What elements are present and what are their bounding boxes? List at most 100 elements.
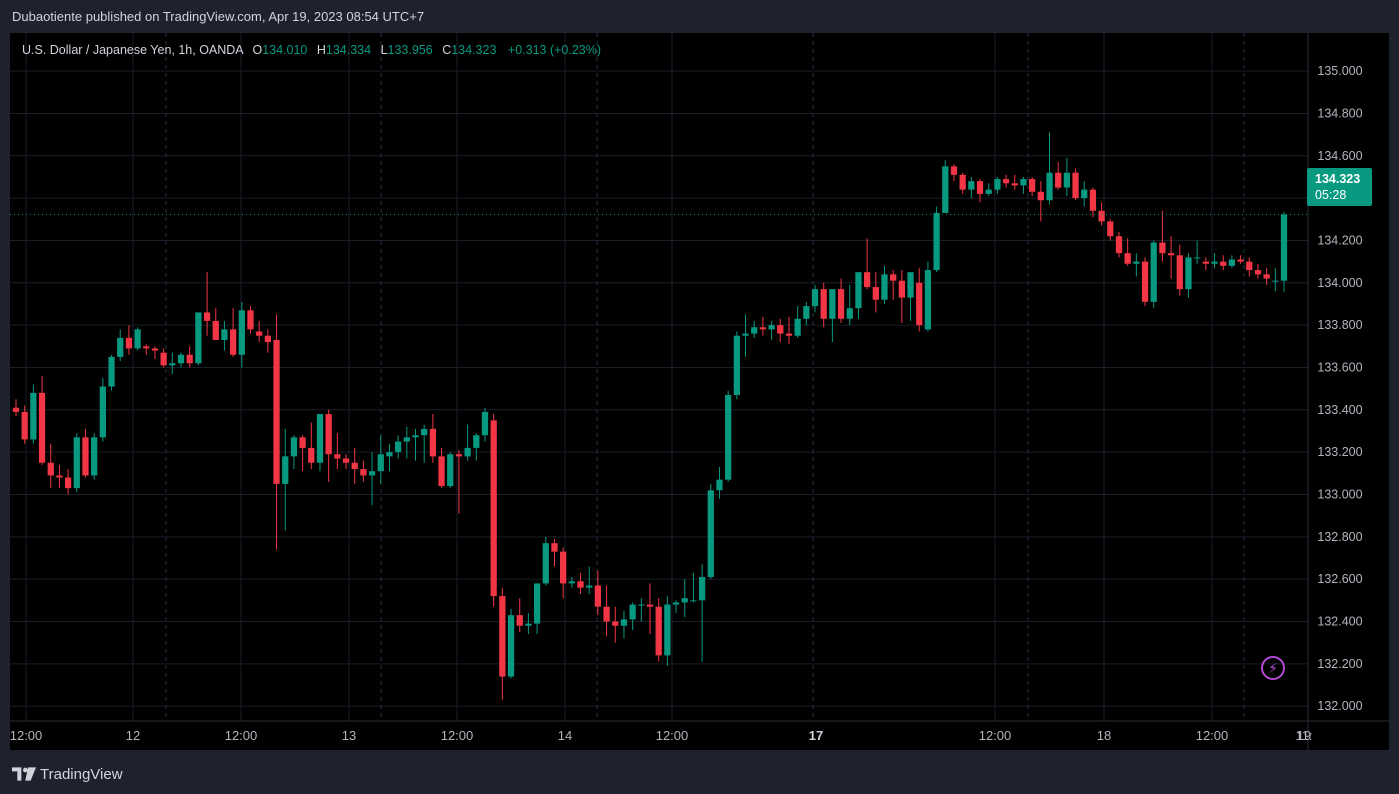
candle-body — [82, 437, 89, 476]
candle-body — [881, 274, 888, 300]
candle-body — [646, 604, 654, 607]
candle — [707, 483, 714, 580]
candle — [1254, 263, 1262, 279]
candle-body — [898, 280, 905, 298]
candle-body — [117, 337, 124, 357]
symbol-label: U.S. Dollar / Japanese Yen, 1h, OANDA — [22, 43, 243, 57]
candle — [1237, 255, 1244, 264]
candle — [1246, 257, 1253, 277]
candle — [933, 206, 940, 273]
candle — [134, 327, 141, 351]
lightning-icon[interactable]: ⚡ — [1261, 656, 1285, 680]
candle — [256, 320, 263, 343]
candle — [473, 433, 480, 461]
candle — [1194, 240, 1201, 264]
candle — [334, 433, 341, 470]
candle-body — [733, 335, 740, 395]
candle — [1072, 168, 1079, 201]
y-tick-label: 132.000 — [1317, 699, 1362, 713]
candle — [203, 272, 211, 336]
candle-body — [1020, 179, 1027, 186]
x-tick-label: 12:00 — [979, 728, 1012, 743]
candle — [985, 183, 992, 197]
candle-body — [577, 581, 584, 588]
y-tick-label: 133.400 — [1317, 403, 1362, 417]
chart-area[interactable]: 132.000 132.200 132.400 132.600 132.800 133.0… — [10, 33, 1389, 750]
candle — [1046, 132, 1053, 205]
x-tick-label: 14 — [558, 728, 572, 743]
candle-body — [273, 339, 280, 484]
candle — [1098, 202, 1105, 226]
candle — [794, 306, 801, 338]
candle — [30, 384, 37, 444]
x-tick-label: 12:00 — [1196, 728, 1229, 743]
candle-body — [777, 325, 784, 334]
candle-body — [846, 308, 853, 319]
candle-body — [612, 621, 619, 626]
candle — [1228, 255, 1236, 268]
candle-body — [976, 181, 984, 194]
candle — [342, 454, 350, 470]
candle-body — [1063, 172, 1071, 188]
candle-body — [811, 289, 819, 307]
candle-body — [942, 166, 949, 213]
candle — [429, 414, 437, 463]
candle-body — [907, 272, 914, 298]
candle-body — [1280, 214, 1288, 281]
x-tick-label: 12:00 — [441, 728, 474, 743]
close-label: C — [442, 43, 452, 57]
candle-body — [38, 392, 46, 463]
candle-body — [803, 306, 810, 319]
candle-body — [1159, 242, 1166, 254]
candle — [898, 270, 905, 324]
candle — [99, 378, 106, 442]
candle-body — [985, 189, 992, 194]
candle — [282, 428, 289, 531]
x-tick-label: 12:00 — [10, 728, 42, 743]
candle — [516, 598, 523, 633]
candle — [959, 172, 966, 194]
candle-body — [21, 411, 28, 440]
candle — [21, 405, 28, 444]
candle — [499, 587, 506, 700]
candle-body — [837, 289, 845, 319]
candle-body — [742, 333, 749, 336]
candle — [1272, 267, 1279, 292]
candle-body — [169, 363, 176, 366]
candle-body — [151, 348, 159, 351]
candle-body — [568, 581, 575, 584]
candle-body — [1211, 261, 1218, 264]
candle-body — [282, 456, 289, 484]
candle — [1176, 244, 1183, 296]
candle-body — [247, 310, 254, 330]
candle-body — [1124, 253, 1131, 264]
candle — [716, 466, 723, 499]
candle-body — [916, 282, 923, 326]
candle-body — [1089, 189, 1097, 211]
candle — [108, 354, 115, 391]
candle — [533, 583, 541, 635]
candle-body — [1176, 255, 1183, 290]
candle — [829, 289, 836, 343]
candle-body — [1228, 259, 1236, 266]
candle-body — [490, 420, 497, 597]
footer-brand[interactable]: TradingView — [12, 763, 123, 785]
candle-body — [542, 543, 549, 584]
candle — [612, 606, 619, 643]
x-tick-label: 18 — [1097, 728, 1111, 743]
candle-body — [238, 310, 245, 355]
candle-body — [368, 471, 376, 476]
candle-body — [586, 585, 593, 588]
candle — [568, 577, 575, 588]
candlestick-chart[interactable]: 132.000 132.200 132.400 132.600 132.800 133.0… — [10, 33, 1389, 750]
candle-body — [698, 577, 706, 601]
candle-body — [412, 435, 419, 438]
open-label: O — [252, 43, 263, 57]
candle-body — [1037, 191, 1044, 201]
candle-body — [1220, 261, 1227, 266]
candle — [586, 566, 593, 594]
candle — [777, 318, 784, 343]
candle — [125, 325, 133, 355]
y-tick-label: 132.200 — [1317, 657, 1362, 671]
candle-body — [47, 462, 54, 476]
